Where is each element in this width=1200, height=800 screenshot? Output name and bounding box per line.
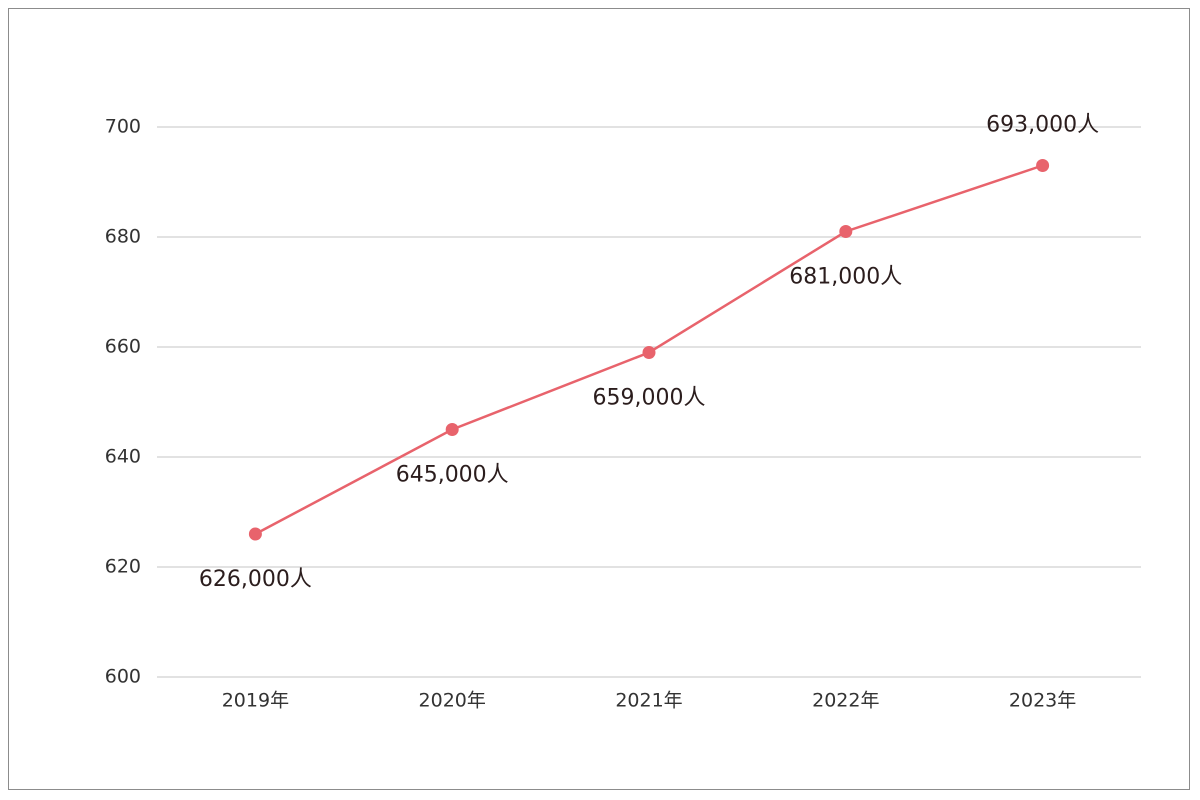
x-tick-label: 2021年: [615, 690, 682, 712]
x-tick-label: 2023年: [1009, 690, 1076, 712]
data-label: 645,000人: [396, 463, 509, 488]
y-tick-label: 680: [105, 226, 141, 248]
data-label: 693,000人: [986, 113, 1099, 138]
data-label: 659,000人: [593, 386, 706, 411]
series: [248, 159, 1050, 541]
x-tick-label: 2022年: [812, 690, 879, 712]
chart-frame: 600 620 640 660 680 700 2019年 2020年 2021年 2022年 2…: [8, 8, 1190, 790]
gridlines: [157, 126, 1141, 678]
data-point: [248, 527, 262, 541]
data-point: [445, 423, 459, 436]
y-tick-label: 700: [105, 116, 141, 138]
y-axis-tick-labels: 600 620 640 660 680 700: [105, 116, 141, 688]
x-axis-tick-labels: 2019年 2020年 2021年 2022年 2023年: [222, 690, 1077, 712]
data-label: 626,000人: [199, 567, 312, 592]
x-tick-label: 2020年: [419, 690, 486, 712]
data-point: [839, 225, 853, 238]
data-point: [1036, 159, 1050, 172]
y-tick-label: 620: [105, 556, 141, 578]
y-tick-label: 660: [105, 336, 141, 358]
x-tick-label: 2019年: [222, 690, 289, 712]
y-tick-label: 600: [105, 666, 141, 688]
data-labels: 626,000人 645,000人 659,000人 681,000人 693,000人: [199, 113, 1099, 593]
data-label: 681,000人: [789, 265, 902, 290]
data-point: [642, 346, 656, 359]
y-tick-label: 640: [105, 446, 141, 468]
